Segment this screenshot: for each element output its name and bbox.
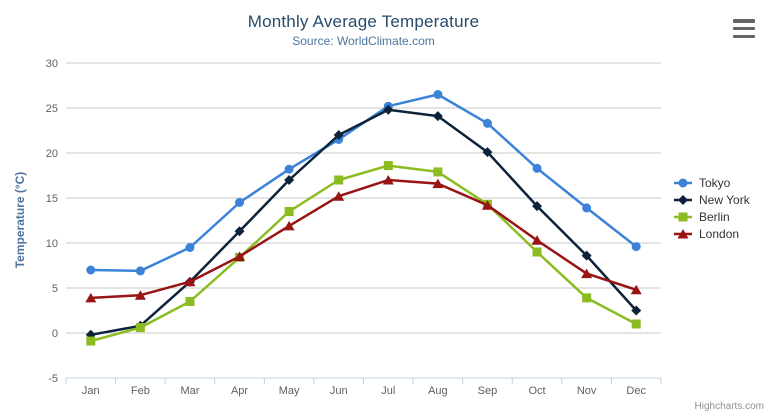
x-axis-label: Jun: [330, 385, 348, 397]
y-axis-label: 30: [46, 58, 58, 70]
x-axis-label: Aug: [428, 385, 448, 397]
data-point-london[interactable]: [481, 200, 493, 210]
context-menu-button[interactable]: [733, 19, 757, 38]
legend-label: London: [699, 226, 740, 241]
x-axis-label: May: [279, 385, 300, 397]
data-point-london[interactable]: [85, 292, 97, 303]
data-point-london[interactable]: [283, 220, 295, 231]
data-point-london[interactable]: [630, 284, 642, 295]
data-point-berlin[interactable]: [631, 319, 641, 329]
chart-title: Monthly Average Temperature: [247, 12, 480, 31]
data-point-new-york[interactable]: [234, 226, 245, 237]
series-line-tokyo[interactable]: [89, 93, 638, 273]
data-point-new-york[interactable]: [333, 130, 344, 140]
data-point-berlin[interactable]: [135, 323, 145, 333]
data-point-london[interactable]: [333, 191, 345, 201]
legend-item-new-york[interactable]: New York: [674, 191, 750, 208]
circle-marker-icon: [674, 178, 692, 187]
legend: Tokyo New York Berlin London: [674, 174, 750, 242]
data-point-london[interactable]: [531, 235, 543, 245]
x-axis-label: Jul: [381, 385, 395, 397]
data-point-berlin[interactable]: [185, 297, 195, 306]
legend-marker[interactable]: [677, 228, 689, 239]
y-axis-label: 25: [46, 103, 58, 115]
y-axis-label: 0: [52, 328, 58, 340]
x-axis-label: Feb: [131, 385, 150, 397]
data-point-tokyo[interactable]: [631, 242, 641, 252]
highcharts-credit[interactable]: Highcharts.com: [694, 401, 764, 412]
data-point-new-york[interactable]: [284, 175, 295, 185]
legend-label: New York: [699, 192, 750, 207]
y-axis-label: -5: [48, 373, 58, 385]
y-axis-label: 5: [52, 283, 58, 295]
hamburger-icon: [733, 34, 755, 38]
data-point-london[interactable]: [382, 175, 394, 185]
y-axis-label: 20: [46, 148, 58, 160]
square-marker-icon: [674, 212, 692, 221]
legend-marker[interactable]: [678, 178, 688, 187]
data-point-berlin[interactable]: [433, 167, 443, 177]
y-axis-label: 15: [46, 193, 58, 205]
legend-item-london[interactable]: London: [674, 225, 750, 242]
data-point-london[interactable]: [184, 276, 196, 287]
diamond-marker-icon: [674, 194, 692, 205]
y-axis-label: 10: [46, 238, 58, 250]
data-point-tokyo[interactable]: [532, 163, 542, 173]
x-axis-label: Nov: [577, 385, 597, 397]
data-point-tokyo[interactable]: [582, 203, 592, 213]
data-point-berlin[interactable]: [284, 207, 294, 216]
data-point-tokyo[interactable]: [235, 198, 245, 207]
data-point-london[interactable]: [234, 251, 246, 262]
hamburger-icon: [733, 26, 755, 31]
legend-marker[interactable]: [678, 212, 688, 221]
x-axis-label: Sep: [478, 385, 498, 397]
x-axis-label: Oct: [528, 385, 545, 397]
data-point-new-york[interactable]: [432, 111, 443, 122]
data-point-new-york[interactable]: [631, 305, 642, 316]
data-point-tokyo[interactable]: [482, 118, 492, 128]
data-point-tokyo[interactable]: [185, 243, 195, 252]
series-line-berlin[interactable]: [89, 164, 638, 343]
series-line-new-york[interactable]: [89, 108, 638, 337]
data-point-london[interactable]: [134, 290, 146, 300]
legend-item-berlin[interactable]: Berlin: [674, 208, 750, 225]
data-point-berlin[interactable]: [532, 247, 542, 257]
legend-label: Tokyo: [699, 175, 731, 190]
data-point-tokyo[interactable]: [284, 164, 294, 174]
legend-label: Berlin: [699, 209, 730, 224]
x-axis-label: Apr: [231, 385, 248, 397]
data-point-new-york[interactable]: [383, 104, 394, 115]
legend-marker[interactable]: [678, 194, 688, 205]
data-point-london[interactable]: [432, 178, 444, 189]
data-point-new-york[interactable]: [482, 147, 493, 158]
data-point-new-york[interactable]: [532, 201, 543, 212]
data-point-london[interactable]: [581, 268, 593, 279]
x-axis-label: Mar: [180, 385, 199, 397]
data-point-berlin[interactable]: [334, 175, 344, 185]
data-point-berlin[interactable]: [383, 161, 393, 171]
legend-item-tokyo[interactable]: Tokyo: [674, 174, 750, 191]
data-point-tokyo[interactable]: [433, 90, 443, 99]
data-point-new-york[interactable]: [581, 250, 592, 261]
series-line-london[interactable]: [89, 178, 638, 300]
data-point-berlin[interactable]: [582, 293, 592, 303]
x-axis-label: Jan: [82, 385, 100, 397]
x-axis-label: Dec: [626, 385, 646, 397]
data-point-berlin[interactable]: [86, 336, 96, 346]
data-point-tokyo[interactable]: [86, 265, 96, 275]
data-point-tokyo[interactable]: [135, 266, 145, 276]
hamburger-icon: [733, 19, 755, 23]
triangle-marker-icon: [674, 228, 692, 239]
chart-subtitle: Source: WorldClimate.com: [292, 34, 435, 48]
